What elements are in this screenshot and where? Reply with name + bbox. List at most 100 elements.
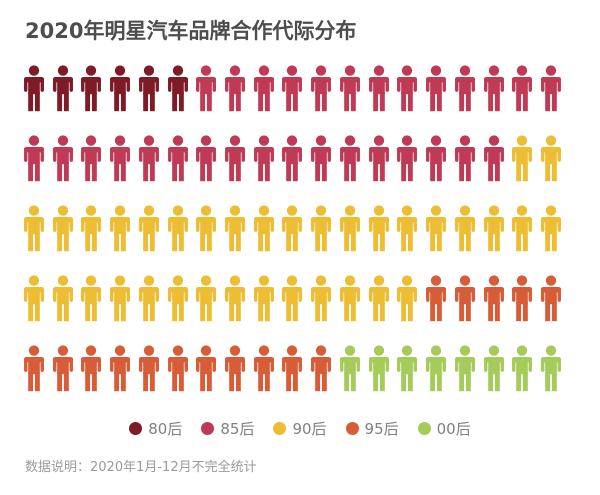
person-icon [397,135,418,182]
pictogram-row [22,275,563,345]
person-icon [426,345,447,392]
legend: 80后 85后 90后 95后 00后 [0,418,600,439]
legend-item-gen-95s: 95后 [345,418,399,439]
chart-title: 2020年明星汽车品牌合作代际分布 [25,19,357,43]
person-icon [397,205,418,252]
person-icon [282,275,303,322]
person-icon [110,275,131,322]
legend-label: 00后 [436,420,471,438]
person-icon [368,135,389,182]
pictogram-row [22,205,563,275]
legend-item-gen-90s: 90后 [273,418,327,439]
person-icon [454,65,475,112]
person-icon [339,275,360,322]
person-icon [138,275,159,322]
person-icon [483,205,504,252]
person-icon [426,275,447,322]
person-icon [253,135,274,182]
person-icon [311,135,332,182]
person-icon [512,275,533,322]
person-icon [225,345,246,392]
person-icon [196,205,217,252]
person-icon [253,345,274,392]
legend-dot-icon [345,422,359,435]
person-icon [540,65,561,112]
person-icon [110,135,131,182]
person-icon [167,205,188,252]
legend-label: 90后 [292,420,327,438]
person-icon [225,135,246,182]
person-icon [512,205,533,252]
pictogram-row [22,65,563,135]
person-icon [138,345,159,392]
person-icon [81,65,102,112]
person-icon [253,275,274,322]
person-icon [110,65,131,112]
person-icon [253,65,274,112]
person-icon [540,345,561,392]
person-icon [426,205,447,252]
person-icon [225,275,246,322]
person-icon [512,135,533,182]
person-icon [368,65,389,112]
person-icon [110,345,131,392]
legend-item-gen-85s: 85后 [201,418,254,439]
person-icon [138,135,159,182]
person-icon [196,135,217,182]
legend-item-gen-00s: 00后 [417,418,471,439]
person-icon [282,135,303,182]
person-icon [196,65,217,112]
pictogram-row [22,135,563,205]
person-icon [311,275,332,322]
person-icon [52,135,73,182]
person-icon [81,275,102,322]
person-icon [540,275,561,322]
person-icon [24,205,44,252]
person-icon [196,275,217,322]
legend-dot-icon [417,422,431,435]
person-icon [167,135,188,182]
person-icon [81,205,102,252]
person-icon [454,205,475,252]
person-icon [167,275,188,322]
person-icon [167,65,188,112]
person-icon [426,65,447,112]
person-icon [540,205,561,252]
person-icon [24,65,44,112]
person-icon [167,345,188,392]
person-icon [454,275,475,322]
person-icon [138,205,159,252]
person-icon [225,205,246,252]
person-icon [339,135,360,182]
person-icon [339,205,360,252]
person-icon [311,345,332,392]
person-icon [311,205,332,252]
person-icon [253,205,274,252]
person-icon [339,65,360,112]
person-icon [483,275,504,322]
pictogram-grid [22,65,563,415]
person-icon [24,345,44,392]
person-icon [225,65,246,112]
footer-note: 数据说明：2020年1月-12月不完全统计 [25,460,257,475]
person-icon [52,205,73,252]
person-icon [397,345,418,392]
person-icon [339,345,360,392]
person-icon [81,135,102,182]
person-icon [282,205,303,252]
pictogram-row [22,345,563,415]
person-icon [282,65,303,112]
person-icon [483,65,504,112]
person-icon [397,65,418,112]
person-icon [368,205,389,252]
legend-dot-icon [129,422,143,435]
person-icon [110,205,131,252]
legend-dot-icon [273,422,287,435]
person-icon [24,135,44,182]
legend-label: 80后 [148,420,183,438]
legend-dot-icon [201,422,215,435]
person-icon [512,345,533,392]
person-icon [454,135,475,182]
person-icon [24,275,44,322]
